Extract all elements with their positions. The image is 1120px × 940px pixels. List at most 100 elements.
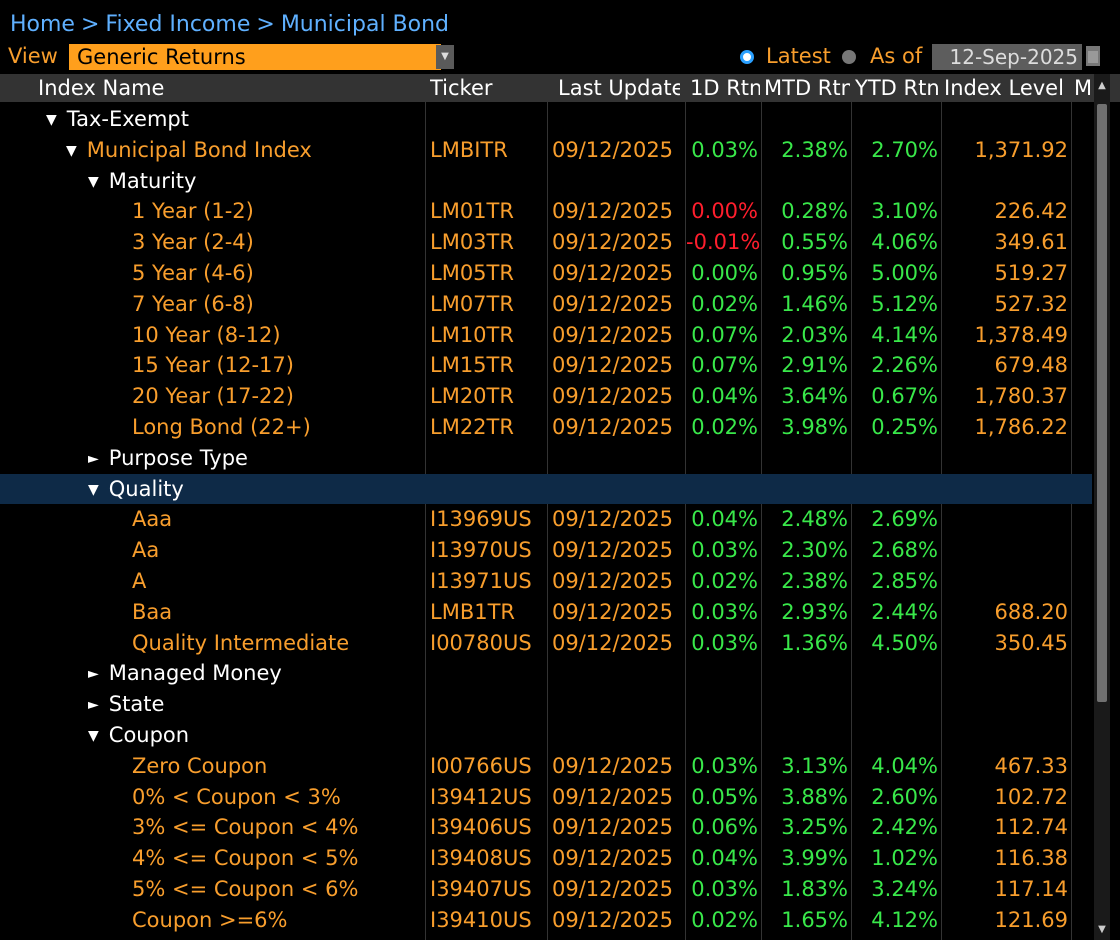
column-header-m[interactable]: M [1074,76,1090,100]
triangle-right-icon[interactable]: ► [88,450,99,467]
table-row[interactable]: ▼ Coupon [0,720,1092,750]
ytd-return-cell: 4.12% [871,907,938,932]
index-name-label: 7 Year (6-8) [132,291,254,316]
scroll-down-icon[interactable]: ▼ [1098,924,1106,935]
column-header-mtd-rtn[interactable]: MTD Rtn [764,76,850,100]
column-header-last-update[interactable]: Last Update [558,76,680,100]
breadcrumb-fixed-income[interactable]: Fixed Income [105,12,251,37]
last-update-cell [552,658,682,688]
breadcrumb-municipal-bond[interactable]: Municipal Bond [280,12,450,37]
triangle-down-icon[interactable]: ▼ [88,173,99,190]
as-of-date-field[interactable]: 12-Sep-2025 [932,44,1082,70]
mtd-return-cell: 3.25% [781,815,848,840]
mtd-return-cell [764,474,848,504]
table-row[interactable]: Aaa I13969US 09/12/2025 0.04% 2.48% 2.69% [0,504,1092,534]
view-select[interactable]: Generic Returns [69,44,441,70]
last-update-cell [552,104,682,134]
one-day-return-cell: 0.02% [691,291,758,316]
ticker-cell: LM03TR [430,230,514,255]
table-row[interactable]: A I13971US 09/12/2025 0.02% 2.38% 2.85% [0,566,1092,596]
table-row[interactable]: 3 Year (2-4) LM03TR 09/12/2025 -0.01% 0.55% 4… [0,227,1092,257]
index-name-cell: Quality Intermediate [132,628,349,658]
triangle-down-icon[interactable]: ▼ [46,112,57,128]
calendar-icon[interactable] [1086,46,1100,66]
table-row[interactable]: Long Bond (22+) LM22TR 09/12/2025 0.02% 3.98… [0,412,1092,442]
index-name-label: Purpose Type [108,445,248,470]
one-day-return-cell [686,104,758,134]
last-update-cell: 09/12/2025 [552,907,674,932]
table-row[interactable]: 15 Year (12-17) LM15TR 09/12/2025 0.07% 2.91… [0,350,1092,380]
index-name-cell: ▼ Coupon [88,720,189,750]
table-row[interactable]: ► Purpose Type [0,443,1092,473]
index-name-cell: Aaa [132,504,172,534]
table-row[interactable]: Quality Intermediate I00780US 09/12/2025 0.… [0,628,1092,658]
table-row[interactable]: 10 Year (8-12) LM10TR 09/12/2025 0.07% 2.03%… [0,320,1092,350]
one-day-return-cell [686,166,758,196]
ytd-return-cell [852,720,938,750]
scrollbar-thumb[interactable] [1097,104,1107,702]
triangle-right-icon[interactable]: ► [88,697,99,714]
vertical-scrollbar[interactable]: ▲ ▼ [1094,74,1110,940]
breadcrumb-separator: > [80,12,100,37]
column-header-ticker[interactable]: Ticker [430,76,493,100]
column-header-index-name[interactable]: Index Name [38,76,165,100]
scroll-up-icon[interactable]: ▲ [1098,80,1106,91]
table-row[interactable]: ▼ Quality [0,473,1092,504]
table-row[interactable]: Zero Coupon I00766US 09/12/2025 0.03% 3.13% 4… [0,751,1092,781]
table-row[interactable]: ▼ Tax-Exempt [0,104,1092,134]
one-day-return-cell: 0.00% [691,199,758,224]
last-update-cell: 09/12/2025 [552,230,674,255]
as-of-label[interactable]: As of [870,44,923,68]
index-name-label: 20 Year (17-22) [132,384,294,409]
triangle-down-icon[interactable]: ▼ [66,142,77,159]
table-row[interactable]: Baa LMB1TR 09/12/2025 0.03% 2.93% 2.44% 688.20 [0,597,1092,627]
ticker-cell: LM10TR [430,322,514,347]
one-day-return-cell: 0.00% [691,261,758,285]
one-day-return-cell [686,658,758,688]
table-row[interactable]: Coupon >=6% I39410US 09/12/2025 0.02% 1.65% 4… [0,905,1092,935]
mtd-return-cell: 1.46% [781,291,848,316]
column-header-1d-rtn[interactable]: 1D Rtn [690,76,760,100]
table-row[interactable]: 5% <= Coupon < 6% I39407US 09/12/2025 0.03%… [0,874,1092,904]
table-row[interactable]: ▼ Municipal Bond Index LMBITR 09/12/2025 0.0… [0,135,1092,165]
latest-radio[interactable] [740,50,754,64]
last-update-cell [552,689,682,719]
as-of-radio[interactable] [842,50,856,64]
ticker-cell: I39406US [430,815,532,840]
dropdown-arrow-icon[interactable]: ▼ [436,45,454,69]
table-row[interactable]: 3% <= Coupon < 4% I39406US 09/12/2025 0.06%… [0,812,1092,842]
ytd-return-cell: 5.00% [871,261,938,285]
table-row[interactable]: ▼ Maturity [0,166,1092,196]
triangle-right-icon[interactable]: ► [88,666,99,683]
column-header-index-level[interactable]: Index Level [944,76,1064,100]
table-row[interactable]: ► Managed Money [0,658,1092,688]
one-day-return-cell [686,443,758,473]
last-update-cell: 09/12/2025 [552,353,674,378]
triangle-down-icon[interactable]: ▼ [88,728,99,744]
ytd-return-cell: 4.50% [871,630,938,655]
index-level-cell [942,166,1068,196]
mtd-return-cell: 1.36% [781,630,848,655]
index-level-cell: 527.32 [994,291,1068,316]
last-update-cell: 09/12/2025 [552,291,674,316]
index-name-label: Long Bond (22+) [132,415,311,439]
mtd-return-cell: 2.48% [781,507,848,532]
index-name-cell: ► Managed Money [88,658,282,688]
index-level-cell: 679.48 [994,353,1068,378]
breadcrumb-home[interactable]: Home [10,12,75,37]
table-row[interactable]: 5 Year (4-6) LM05TR 09/12/2025 0.00% 0.95% 5.… [0,258,1092,288]
table-row[interactable]: 1 Year (1-2) LM01TR 09/12/2025 0.00% 0.28% 3.… [0,196,1092,226]
index-level-cell: 349.61 [994,230,1068,255]
last-update-cell: 09/12/2025 [552,630,674,655]
latest-label[interactable]: Latest [766,44,831,68]
column-header-ytd-rtn[interactable]: YTD Rtn [855,76,939,100]
index-name-label: A [132,569,147,593]
triangle-down-icon[interactable]: ▼ [88,481,99,498]
table-row[interactable]: 20 Year (17-22) LM20TR 09/12/2025 0.04% 3.64… [0,381,1092,411]
index-level-cell: 688.20 [994,599,1068,624]
table-row[interactable]: Aa I13970US 09/12/2025 0.03% 2.30% 2.68% [0,535,1092,565]
table-row[interactable]: ► State [0,689,1092,719]
table-row[interactable]: 0% < Coupon < 3% I39412US 09/12/2025 0.05% 3… [0,782,1092,812]
table-row[interactable]: 4% <= Coupon < 5% I39408US 09/12/2025 0.04%… [0,843,1092,873]
table-row[interactable]: 7 Year (6-8) LM07TR 09/12/2025 0.02% 1.46% 5.… [0,289,1092,319]
